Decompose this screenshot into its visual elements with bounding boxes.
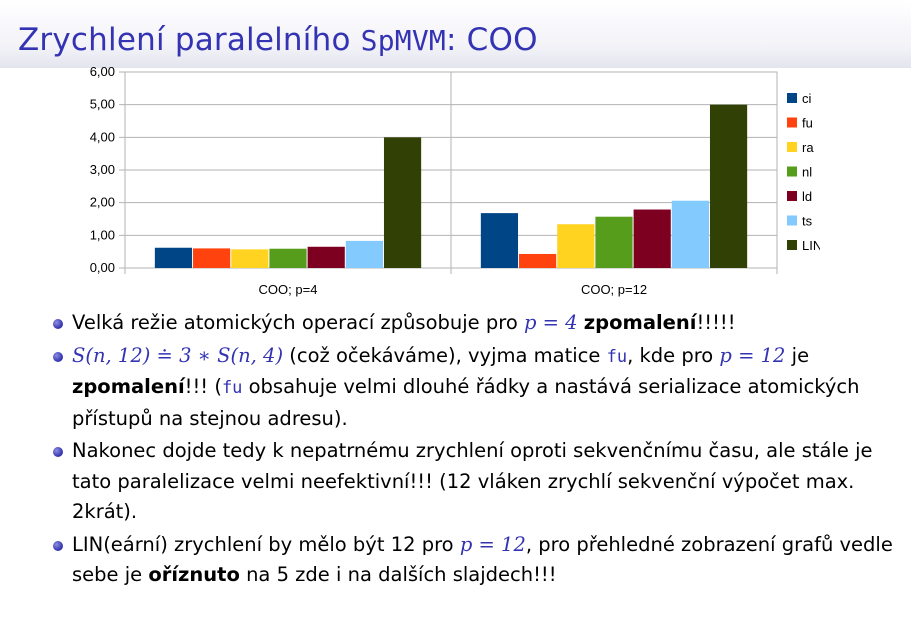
bar-ld [633,209,671,268]
bullet-text: Nakonec dojde tedy k nepatrnému zrychlen… [72,439,873,523]
bullet-text: !!! ( [184,375,222,398]
y-tick-label: 3,00 [90,162,115,177]
bar-fu [193,248,231,268]
bullet-text: , kde pro [627,343,720,367]
slide-title-prefix: Zrychlení paralelního [18,22,361,58]
bar-ci [480,213,519,268]
bullet-dot-icon [53,447,63,457]
y-tick-label: 0,00 [90,260,115,275]
legend-swatch-ld [787,191,797,201]
legend-label: ld [802,189,812,204]
bar-nl [595,216,633,268]
bullet-item: Velká režie atomických operací způsobuje… [50,308,900,339]
bold-text: zpomalení [583,311,697,334]
code-text: fu [606,346,628,367]
bold-text: oříznuto [148,563,240,586]
y-tick-label: 1,00 [90,227,115,242]
legend-label: ts [802,214,813,229]
bullet-text: !!!!! [696,311,736,334]
legend-label: LIN [802,238,820,253]
bullet-text: obsahuje velmi dlouhé řádky a nastává se… [72,375,860,430]
legend-swatch-ra [787,142,797,152]
legend-swatch-fu [787,117,797,128]
y-tick-label: 5,00 [90,97,115,112]
bullet-dot-icon [53,351,63,362]
math-expression: p = 12 [719,343,786,367]
bar-ts [345,240,383,268]
bullet-item: Nakonec dojde tedy k nepatrnému zrychlen… [50,436,900,528]
bold-text: zpomalení [72,375,185,398]
legend-label: nl [802,165,812,180]
code-text: fu [221,378,243,398]
legend-label: ci [802,91,812,106]
math-expression: S(n, 12) ≐ 3 ∗ S(n, 4) [72,343,284,367]
slide-title-code: SpMVM [360,24,446,57]
bullet-item: LIN(eární) zrychlení by mělo být 12 pro … [50,530,900,591]
legend-swatch-ts [787,215,797,226]
slide-title-suffix: : COO [445,22,538,58]
legend-swatch-nl [787,166,797,177]
bullet-text: Velká režie atomických operací způsobuje… [72,311,524,334]
bullet-text: (což očekáváme), vyjma matice [283,343,607,367]
y-tick-label: 6,00 [90,64,115,79]
bar-LIN [383,137,422,268]
bar-LIN [709,104,748,268]
legend-swatch-ci [787,93,797,103]
bar-ts [671,200,709,268]
math-expression: p = 4 [523,311,578,334]
bullet-text: LIN(eární) zrychlení by mělo být 12 pro [72,532,460,556]
bar-nl [269,248,307,268]
bar-ci [154,247,193,268]
bar-fu [519,253,557,268]
bullet-text: na 5 zde i na dalších slajdech!!! [239,563,557,586]
bullet-dot-icon [53,540,63,551]
bar-ra [557,224,595,268]
legend-label: ra [802,140,814,155]
bullet-text: je [785,343,810,367]
legend-label: fu [802,116,813,131]
bullet-dot-icon [53,319,63,329]
y-tick-label: 2,00 [90,195,115,210]
math-expression: p = 12 [459,532,526,556]
x-tick-label: COO; p=4 [259,282,318,297]
speedup-bar-chart: 0,00 1,00 2,00 3,00 4,00 5,00 6,00 COO; p=4 COO;… [90,64,820,297]
y-tick-label: 4,00 [90,129,115,144]
slide-title: Zrychlení paralelního SpMVM: COO [18,22,538,58]
bar-ld [307,246,345,268]
bullet-item: S(n, 12) ≐ 3 ∗ S(n, 4) (což očekáváme), … [50,341,900,435]
title-bar [0,0,911,68]
bullet-list: Velká režie atomických operací způsobuje… [50,308,900,593]
x-tick-label: COO; p=12 [581,282,647,297]
bullet-text: , pro přehledné zobrazení grafů vedle se… [72,532,893,587]
bar-ra [231,249,269,268]
legend-swatch-LIN [787,240,797,250]
